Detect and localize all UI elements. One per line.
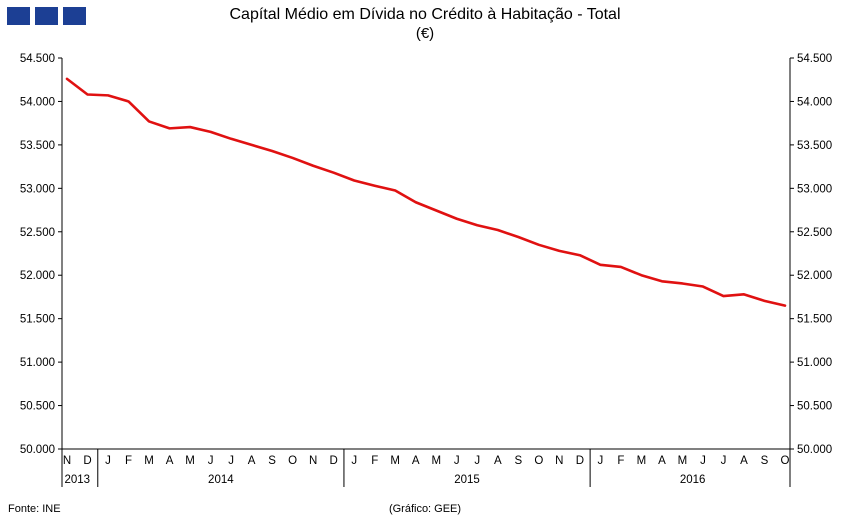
x-month-label: J	[105, 455, 111, 467]
y-tick-label-right: 53.000	[797, 183, 832, 195]
x-month-label: J	[208, 455, 214, 467]
x-month-label: J	[700, 455, 706, 467]
y-tick-label-left: 50.500	[20, 401, 55, 413]
x-month-label: A	[412, 455, 420, 467]
x-month-label: J	[474, 455, 480, 467]
logo-square-icon	[35, 7, 58, 25]
y-tick-label-left: 53.500	[20, 140, 55, 152]
x-month-label: A	[166, 455, 174, 467]
x-month-label: J	[454, 455, 460, 467]
y-tick-label-left: 53.000	[20, 183, 55, 195]
y-tick-label-left: 52.500	[20, 227, 55, 239]
y-tick-label-left: 54.000	[20, 96, 55, 108]
x-month-label: M	[390, 455, 400, 467]
x-month-label: A	[248, 455, 256, 467]
x-month-label: D	[576, 455, 584, 467]
y-tick-label-left: 51.000	[20, 357, 55, 369]
x-month-label: F	[125, 455, 132, 467]
y-tick-label-right: 52.000	[797, 270, 832, 282]
y-tick-label-right: 53.500	[797, 140, 832, 152]
chart-header: Capítal Médio em Dívida no Crédito à Hab…	[0, 5, 850, 44]
y-tick-label-left: 50.000	[20, 444, 55, 456]
x-month-label: N	[63, 455, 71, 467]
x-month-label: F	[617, 455, 624, 467]
x-month-label: O	[288, 455, 297, 467]
series-line	[65, 77, 787, 307]
x-month-label: A	[658, 455, 666, 467]
x-month-label: M	[431, 455, 441, 467]
source-note: Fonte: INE	[8, 503, 61, 515]
x-month-label: N	[309, 455, 317, 467]
x-month-label: J	[228, 455, 234, 467]
x-month-label: S	[761, 455, 769, 467]
chart-subtitle: (€)	[415, 25, 435, 42]
y-tick-label-right: 51.500	[797, 314, 832, 326]
logo-square-icon	[63, 7, 86, 25]
x-month-label: A	[740, 455, 748, 467]
y-tick-label-right: 52.500	[797, 227, 832, 239]
x-month-label: J	[721, 455, 727, 467]
x-month-label: N	[555, 455, 563, 467]
y-tick-label-left: 52.000	[20, 270, 55, 282]
y-tick-label-left: 54.500	[20, 53, 55, 65]
y-tick-label-right: 50.000	[797, 444, 832, 456]
x-month-label: J	[351, 455, 357, 467]
year-label: 2015	[454, 474, 480, 486]
logo-square-icon	[7, 7, 30, 25]
x-month-label: M	[185, 455, 195, 467]
x-month-label: F	[371, 455, 378, 467]
credit-note: (Gráfico: GEE)	[388, 503, 462, 515]
y-tick-label-left: 51.500	[20, 314, 55, 326]
x-month-label: J	[597, 455, 603, 467]
x-month-label: M	[144, 455, 154, 467]
year-label: 2014	[208, 474, 234, 486]
x-month-label: A	[494, 455, 502, 467]
y-tick-label-right: 54.000	[797, 96, 832, 108]
x-month-label: S	[268, 455, 276, 467]
x-month-label: D	[83, 455, 91, 467]
year-label: 2016	[680, 474, 706, 486]
year-label: 2013	[64, 474, 90, 486]
y-tick-label-right: 54.500	[797, 53, 832, 65]
line-chart: 50.000 50.000 50.500 50.500 51.000 51.000 51.5…	[20, 53, 832, 487]
x-month-label: M	[678, 455, 688, 467]
gee-logo	[7, 7, 86, 25]
x-month-label: S	[514, 455, 522, 467]
x-month-label: O	[534, 455, 543, 467]
y-tick-label-right: 51.000	[797, 357, 832, 369]
chart-title: Capítal Médio em Dívida no Crédito à Hab…	[229, 6, 621, 23]
y-tick-label-right: 50.500	[797, 401, 832, 413]
x-month-label: M	[637, 455, 647, 467]
x-month-label: O	[781, 455, 790, 467]
x-month-label: D	[330, 455, 338, 467]
